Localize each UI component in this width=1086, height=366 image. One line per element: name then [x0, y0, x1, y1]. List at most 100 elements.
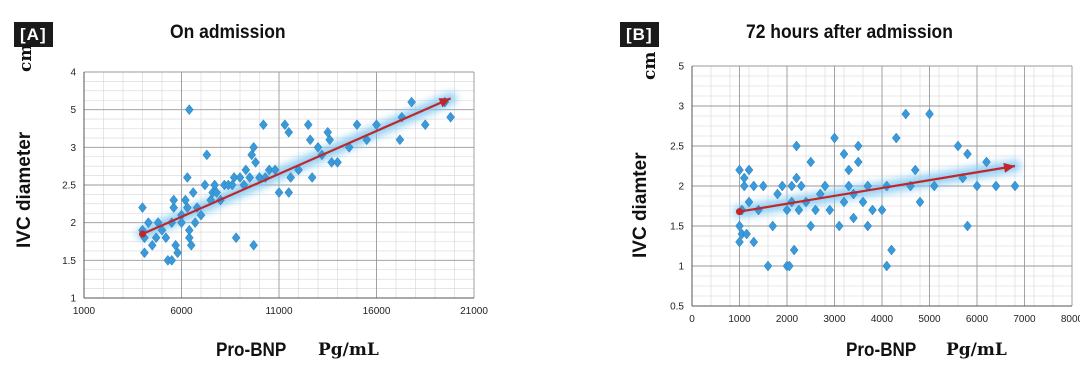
- data-point: [274, 187, 284, 198]
- data-point: [806, 156, 816, 168]
- data-point: [173, 247, 182, 259]
- data-point: [858, 196, 868, 208]
- data-point: [245, 172, 255, 183]
- data-point: [825, 204, 835, 216]
- data-point: [796, 180, 806, 192]
- data-point: [794, 204, 804, 216]
- data-point: [735, 164, 744, 176]
- data-point: [286, 172, 296, 183]
- x-tick-label: 3000: [823, 314, 846, 325]
- data-point: [891, 132, 901, 144]
- data-point: [963, 220, 972, 232]
- y-tick-label: 1.5: [670, 222, 684, 233]
- x-tick-label: 0: [689, 314, 695, 325]
- chart-panel-b: [B] 72 hours after admission IVC diamter…: [560, 0, 1086, 366]
- data-point: [839, 196, 849, 208]
- y-tick-label: 3: [678, 102, 684, 113]
- data-points: [735, 108, 1020, 272]
- data-point: [188, 187, 198, 198]
- panel-label: [B]: [620, 22, 659, 47]
- data-point: [352, 119, 362, 131]
- data-point: [792, 172, 801, 184]
- data-point: [929, 180, 939, 192]
- data-point: [235, 172, 245, 183]
- y-tick-label: 4: [70, 68, 76, 79]
- data-point: [327, 156, 336, 168]
- y-tick-label: 1.5: [62, 256, 76, 267]
- data-point: [735, 236, 744, 248]
- data-point: [777, 180, 787, 192]
- x-tick-label: 11000: [265, 306, 293, 317]
- panel-label: [A]: [14, 22, 53, 47]
- data-point: [251, 156, 260, 168]
- x-tick-label: 6000: [170, 306, 193, 317]
- data-point: [259, 119, 268, 131]
- x-tick-label: 4000: [871, 314, 894, 325]
- data-point: [749, 236, 759, 248]
- y-tick-label: 1: [678, 262, 684, 273]
- data-point: [372, 119, 381, 131]
- data-point: [294, 164, 303, 176]
- data-point: [787, 180, 797, 192]
- y-tick-label: 2: [70, 218, 76, 229]
- data-point: [169, 202, 179, 214]
- data-point: [844, 180, 854, 192]
- data-points: [138, 96, 455, 266]
- x-tick-label: 1000: [728, 314, 751, 325]
- data-point: [844, 164, 854, 176]
- data-point: [420, 119, 430, 131]
- data-point: [782, 204, 792, 216]
- data-point: [863, 220, 873, 232]
- data-point: [196, 209, 206, 221]
- data-point: [925, 108, 934, 120]
- data-point: [768, 220, 778, 232]
- data-point: [887, 244, 896, 256]
- trend-start-marker: [736, 208, 743, 216]
- data-point: [169, 194, 179, 206]
- x-tick-label: 6000: [966, 314, 989, 325]
- y-tick-label: 5: [678, 62, 684, 73]
- data-point: [202, 149, 212, 161]
- x-tick-label: 1000: [73, 306, 96, 317]
- y-axis-label: IVC diamter: [630, 152, 651, 258]
- data-point: [140, 247, 149, 259]
- x-axis-unit: Pg/mL: [318, 340, 379, 360]
- data-point: [183, 172, 192, 183]
- data-point: [144, 217, 153, 229]
- data-point: [744, 164, 754, 176]
- data-point: [249, 141, 258, 153]
- trend-arrowhead: [438, 98, 451, 108]
- data-point: [249, 239, 258, 251]
- y-tick-label: 2.5: [62, 181, 76, 192]
- y-tick-label: 3: [70, 143, 76, 154]
- data-point: [333, 156, 342, 168]
- x-axis-label: Pro-BNP: [846, 340, 917, 361]
- data-point: [811, 204, 820, 216]
- trend-line: [142, 97, 452, 235]
- x-tick-label: 5000: [918, 314, 941, 325]
- data-point: [186, 239, 196, 251]
- data-point: [806, 220, 816, 232]
- data-point: [763, 260, 773, 272]
- x-axis-unit: Pg/mL: [946, 340, 1007, 360]
- trend-line: [739, 164, 1016, 213]
- x-tick-label: 2000: [776, 314, 799, 325]
- y-tick-label: 5: [70, 105, 76, 116]
- data-point: [877, 204, 887, 216]
- data-point: [167, 254, 177, 266]
- y-tick-label: 2.5: [670, 142, 684, 153]
- trend-arrowhead: [1003, 162, 1015, 173]
- data-point: [853, 140, 863, 152]
- y-axis-label: IVC diameter: [14, 131, 35, 248]
- data-point: [739, 180, 749, 192]
- data-point: [868, 204, 877, 216]
- data-point: [739, 172, 749, 184]
- data-point: [446, 111, 455, 123]
- data-point: [915, 196, 925, 208]
- data-point: [241, 164, 251, 176]
- y-axis-unit: cm: [640, 51, 660, 80]
- y-tick-label: 0.5: [670, 302, 684, 313]
- data-point: [307, 172, 317, 183]
- x-tick-label: 21000: [460, 306, 488, 317]
